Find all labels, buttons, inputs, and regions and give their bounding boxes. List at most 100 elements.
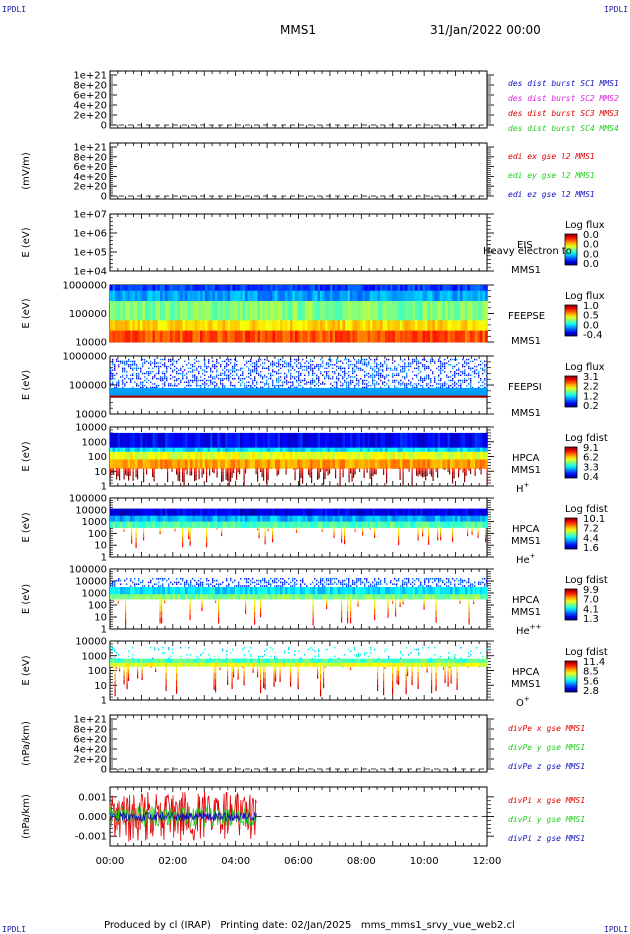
heat-cell bbox=[357, 320, 361, 331]
heat-cell bbox=[177, 515, 181, 522]
heat-cell bbox=[478, 381, 480, 383]
heat-cell bbox=[145, 447, 148, 453]
heat-cell bbox=[186, 468, 188, 470]
heat-cell bbox=[411, 481, 413, 486]
heat-cell bbox=[227, 290, 231, 302]
heat-cell bbox=[252, 383, 254, 385]
heat-cell bbox=[170, 330, 173, 343]
heat-band bbox=[110, 387, 487, 396]
heat-cell bbox=[366, 471, 368, 473]
heat-cell bbox=[142, 459, 146, 469]
heat-cell bbox=[280, 330, 283, 343]
heat-cell bbox=[423, 470, 425, 473]
heat-cell bbox=[242, 320, 246, 331]
heat-cell bbox=[120, 459, 123, 469]
heat-cell bbox=[448, 385, 450, 387]
heat-cell bbox=[402, 472, 404, 477]
heat-cell bbox=[442, 386, 444, 389]
heat-cell bbox=[158, 367, 160, 369]
heat-cell bbox=[364, 362, 366, 364]
heat-cell bbox=[468, 383, 470, 385]
heat-cell bbox=[127, 451, 131, 460]
heat-cell bbox=[247, 521, 251, 528]
heat-cell bbox=[372, 447, 376, 453]
heat-cell bbox=[422, 300, 426, 321]
heat-cell bbox=[410, 362, 412, 364]
heat-cell bbox=[123, 530, 125, 532]
heat-cell bbox=[312, 364, 314, 366]
heat-cell bbox=[182, 508, 186, 517]
heat-cell bbox=[476, 358, 478, 361]
heat-cell bbox=[162, 378, 164, 380]
heat-cell bbox=[358, 383, 360, 385]
heat-cell bbox=[360, 447, 363, 453]
heat-cell bbox=[468, 372, 470, 375]
heat-cell bbox=[397, 521, 401, 528]
heat-cell bbox=[424, 369, 426, 371]
heat-cell bbox=[242, 290, 246, 302]
heat-cell bbox=[432, 432, 436, 449]
heat-cell bbox=[278, 385, 280, 387]
heat-cell bbox=[324, 473, 326, 477]
heat-cell bbox=[260, 508, 263, 517]
y-tick-label: 6e+20 bbox=[73, 91, 107, 102]
heat-cell bbox=[172, 290, 176, 302]
heat-cell bbox=[210, 369, 212, 371]
heat-cell bbox=[470, 330, 473, 343]
heat-cell bbox=[267, 530, 269, 532]
heat-cell bbox=[315, 432, 318, 449]
heat-cell bbox=[218, 386, 220, 389]
heat-cell bbox=[440, 372, 442, 375]
heat-cell bbox=[285, 330, 288, 343]
heat-cell bbox=[230, 385, 232, 387]
heat-cell bbox=[143, 471, 145, 476]
heat-cell bbox=[205, 300, 208, 321]
heat-cell bbox=[155, 521, 158, 528]
heat-cell bbox=[135, 470, 137, 473]
heat-cell bbox=[143, 527, 145, 531]
heat-cell bbox=[286, 374, 288, 376]
heat-cell bbox=[292, 381, 294, 383]
heat-cell bbox=[388, 358, 390, 361]
heat-cell bbox=[438, 369, 440, 371]
heat-cell bbox=[420, 470, 422, 473]
heat-cell bbox=[187, 521, 191, 528]
heat-cell bbox=[332, 285, 336, 292]
heat-cell bbox=[177, 471, 179, 475]
heat-cell bbox=[374, 383, 376, 385]
heat-cell bbox=[154, 374, 156, 376]
heat-cell bbox=[420, 451, 423, 460]
heat-cell bbox=[374, 360, 376, 363]
heat-cell bbox=[286, 362, 288, 364]
heat-cell bbox=[160, 358, 162, 361]
heat-cell bbox=[425, 451, 428, 460]
heat-cell bbox=[462, 521, 466, 528]
heat-cell bbox=[160, 459, 163, 469]
heat-cell bbox=[117, 521, 121, 528]
heat-cell bbox=[322, 360, 324, 363]
heat-cell bbox=[317, 285, 321, 292]
heat-cell bbox=[122, 379, 124, 382]
heat-cell bbox=[188, 362, 190, 364]
heat-cell bbox=[218, 374, 220, 376]
heat-cell bbox=[417, 521, 421, 528]
heat-cell bbox=[410, 290, 413, 302]
heat-cell bbox=[340, 290, 343, 302]
heat-cell bbox=[112, 459, 116, 469]
heat-cell bbox=[460, 515, 463, 522]
legend-entry: des dist burst SC2 MMS2 bbox=[508, 94, 619, 103]
heat-cell bbox=[268, 372, 270, 375]
heat-cell bbox=[222, 360, 224, 363]
heat-cell bbox=[117, 474, 119, 477]
heat-cell bbox=[260, 285, 263, 292]
heat-cell bbox=[210, 379, 212, 382]
heat-cell bbox=[485, 508, 488, 517]
colorbar-tick-label: 0.0 bbox=[583, 249, 599, 260]
panel-0 bbox=[109, 70, 494, 129]
heat-cell bbox=[480, 385, 482, 387]
colorbar-tick-label: 0.0 bbox=[583, 259, 599, 270]
heat-cell bbox=[402, 468, 404, 473]
heat-cell bbox=[272, 508, 276, 517]
heat-cell bbox=[318, 379, 320, 382]
heat-cell bbox=[475, 320, 478, 331]
